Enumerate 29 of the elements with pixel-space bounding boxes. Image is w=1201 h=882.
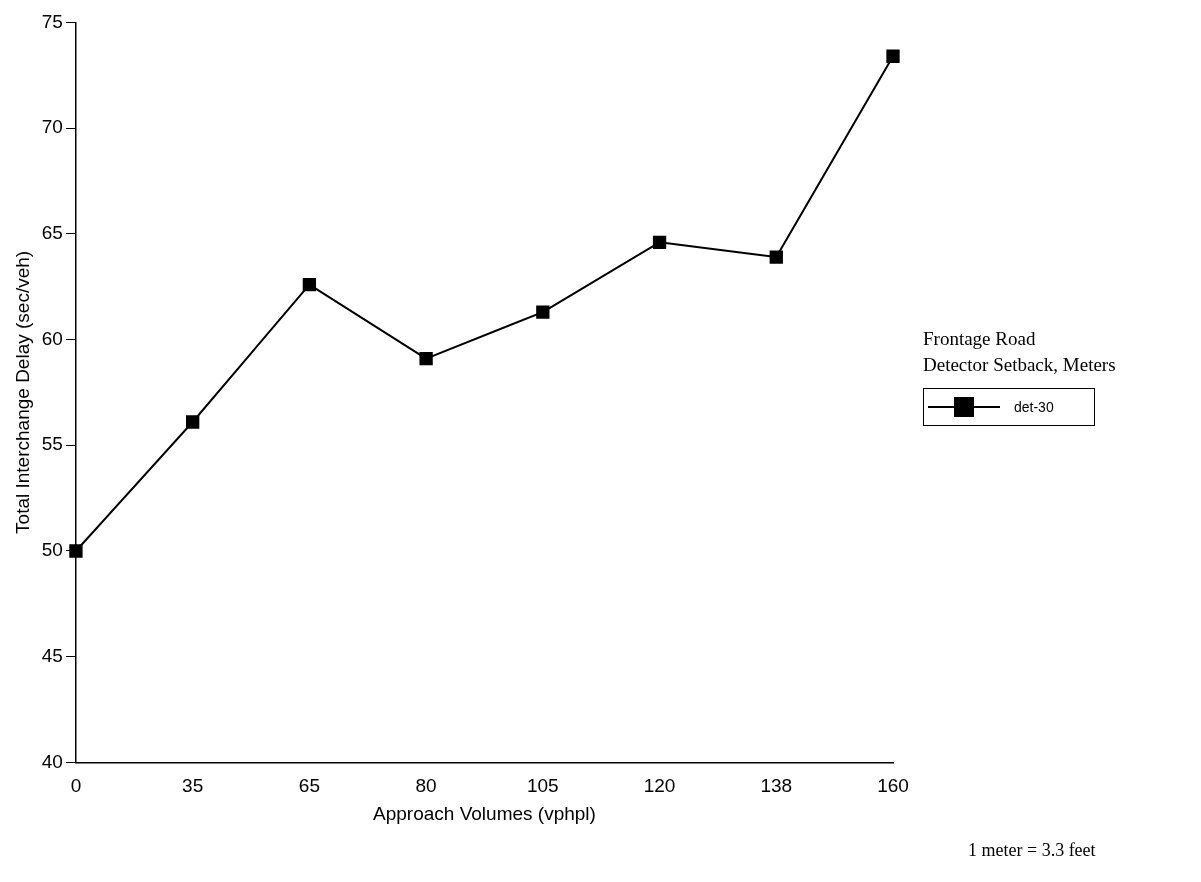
y-tick-label: 65	[41, 222, 63, 244]
point	[302, 277, 317, 292]
x-tick-label: 160	[877, 775, 909, 797]
y-tick-label: 50	[41, 539, 63, 561]
y-tick-label: 55	[41, 433, 63, 455]
text: det-30	[1014, 399, 1054, 415]
x-axis-title: Approach Volumes (vphpl)	[373, 802, 596, 824]
y-tick-label: 45	[41, 644, 63, 666]
legend-title: Frontage Road Detector Setback, Meters	[923, 327, 1116, 377]
y-tick-label: 70	[41, 116, 63, 138]
point	[769, 250, 783, 264]
point	[536, 305, 550, 319]
x-tick-label: 35	[182, 775, 204, 797]
x-tick-label: 80	[415, 775, 437, 797]
y-axis-title: Total Interchange Delay (sec/veh)	[11, 250, 33, 534]
point	[69, 544, 83, 558]
x-tick-label: 120	[643, 775, 676, 797]
point	[652, 235, 667, 249]
y-tick-label: 40	[41, 750, 63, 772]
y-tick-label: 75	[41, 10, 63, 32]
point	[419, 351, 433, 366]
x-tick-label: 65	[298, 775, 320, 797]
y-tick-label: 60	[41, 327, 63, 349]
x-tick-label: 0	[70, 775, 82, 797]
x-tick-label: 138	[760, 775, 793, 797]
text: 1 meter = 3.3 feet	[968, 840, 1096, 861]
point	[886, 49, 900, 63]
point	[186, 415, 200, 429]
x-tick-label: 105	[526, 775, 559, 797]
